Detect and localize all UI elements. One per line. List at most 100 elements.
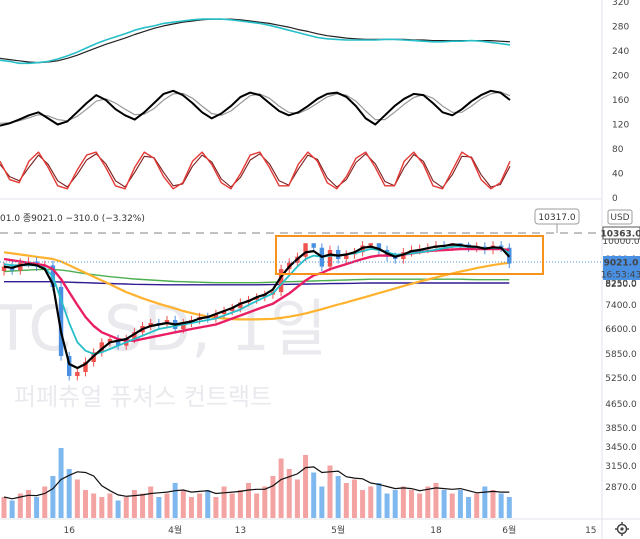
- countdown-value: 16:53:43: [601, 271, 640, 281]
- oscillator-tick-label: 80: [612, 145, 624, 155]
- dashed-level-value: 10363.0: [601, 230, 640, 240]
- dashed-level-tag: [602, 226, 640, 240]
- volume-bar: [278, 458, 284, 518]
- volume-bar: [262, 486, 268, 518]
- volume-ma-line: [3, 466, 510, 500]
- volume-bar: [180, 490, 186, 518]
- price-tick-label: 7400.0: [605, 301, 637, 311]
- volume-bar: [188, 497, 194, 518]
- volume-bar: [490, 490, 496, 518]
- oscillator-tick-label: 160: [612, 96, 629, 106]
- date-tick-label: 4월: [168, 524, 182, 536]
- volume-bar: [83, 490, 88, 518]
- oscillator-middle: [0, 89, 511, 127]
- time-axis: 164월135월186월157월: [63, 524, 596, 536]
- volume-bars: [1, 448, 512, 518]
- volume-bar: [107, 493, 113, 518]
- oscillator-bottom-red-line: [0, 151, 511, 190]
- ma-navy-line: [4, 281, 510, 286]
- volume-bar: [384, 493, 390, 518]
- volume-bar: [25, 490, 31, 518]
- volume-bar: [498, 493, 504, 518]
- volume-bar: [99, 497, 105, 518]
- price-tick-label: 3450.0: [605, 443, 637, 453]
- volume-bar: [1, 497, 7, 518]
- oscillator-axis: 320 280 240 200 160 120 80 40 0: [612, 0, 629, 204]
- countdown-tag: [603, 268, 640, 280]
- consolidation-box[interactable]: [275, 235, 544, 275]
- oscillator-tick-label: 0: [612, 194, 618, 204]
- candle: [58, 282, 64, 361]
- volume-bar: [229, 493, 235, 518]
- gear-icon[interactable]: [615, 522, 629, 536]
- oscillator-tick-label: 240: [612, 47, 629, 57]
- ma-cyan-line: [3, 245, 510, 355]
- candle: [148, 318, 153, 331]
- volume-bar: [91, 493, 97, 518]
- watermark-symbol-2: SD, 1일: [104, 292, 327, 365]
- annotation-label: 10317.0: [538, 213, 575, 223]
- volume-bar: [34, 497, 40, 518]
- candle: [344, 250, 349, 264]
- volume-bar: [466, 497, 472, 518]
- oscillator-mid-black-line: [0, 89, 511, 127]
- date-tick-label: 16: [63, 526, 75, 536]
- price-tick-label: 5250.0: [605, 374, 637, 384]
- date-tick-label: 13: [235, 526, 246, 536]
- volume-bar: [42, 486, 48, 518]
- volume-bar: [131, 490, 137, 518]
- volume-bar: [254, 493, 260, 518]
- volume-bar: [156, 497, 162, 518]
- volume-bar: [474, 493, 480, 518]
- volume-bar: [123, 497, 129, 518]
- volume-bar: [50, 476, 56, 518]
- volume-bar: [270, 476, 276, 518]
- price-tick-label: 3850.0: [605, 424, 637, 434]
- volume-bar: [425, 486, 431, 518]
- volume-bar: [197, 493, 203, 518]
- volume-bar: [351, 479, 357, 518]
- price-tick-label: 8250.0: [605, 279, 637, 289]
- oscillator-tick-label: 40: [612, 170, 624, 180]
- volume-bar: [433, 483, 439, 518]
- volume-bar: [246, 483, 251, 518]
- volume-bar: [17, 493, 23, 518]
- candle: [213, 309, 219, 323]
- ma-black-line: [3, 243, 511, 370]
- candle: [67, 351, 72, 381]
- currency-label: USD: [610, 213, 629, 223]
- price-tick-label: 6600.0: [605, 325, 637, 335]
- volume-bar: [74, 479, 80, 518]
- volume-bar: [115, 500, 121, 518]
- price-tick-label: 10000.0: [602, 237, 639, 247]
- volume-bar: [409, 490, 414, 518]
- volume-bar: [392, 490, 398, 518]
- price-tick-label: 3150.0: [605, 462, 637, 472]
- volume-bar: [164, 493, 170, 518]
- volume-bar: [335, 476, 341, 518]
- volume-bar: [343, 483, 349, 518]
- oscillator-top-black-line: [0, 18, 511, 64]
- oscillator-bottom: [0, 151, 511, 190]
- volume-bar: [294, 479, 300, 518]
- volume-bar: [441, 490, 447, 518]
- volume-bar: [172, 483, 178, 518]
- volume-bar: [205, 490, 211, 518]
- candle: [262, 290, 267, 302]
- volume-bar: [482, 486, 488, 518]
- currency-badge[interactable]: [607, 209, 633, 225]
- volume-bar: [368, 486, 374, 518]
- volume-bar: [237, 490, 243, 518]
- price-tick-label: 2870.0: [605, 483, 637, 493]
- candle: [83, 357, 88, 377]
- last-price-tag: [603, 256, 640, 268]
- volume-bar: [213, 497, 219, 518]
- moving-averages-slow: [3, 251, 510, 321]
- volume-bar: [457, 490, 463, 518]
- last-price-value: 9021.0: [604, 259, 639, 269]
- volume-bar: [286, 469, 292, 518]
- oscillator-tick-label: 280: [612, 23, 629, 33]
- oscillator-tick-label: 200: [612, 72, 629, 82]
- volume-bar: [376, 483, 382, 518]
